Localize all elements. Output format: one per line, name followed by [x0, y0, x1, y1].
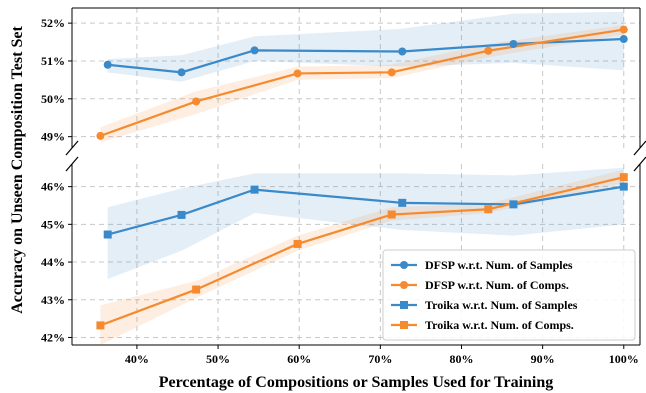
data-point — [387, 210, 396, 219]
x-tick-label: 60% — [287, 352, 311, 366]
y-tick-label: 45% — [41, 217, 65, 231]
confidence-band — [107, 11, 624, 82]
legend-marker — [400, 281, 408, 289]
tick-labels: 49% 50% 51% 52% 42% 43% 44% 45% 46% 40% 50% 60% 70% 8… — [41, 16, 639, 366]
axis-break-marker — [633, 156, 646, 172]
data-point — [484, 205, 493, 214]
data-point — [509, 39, 518, 48]
data-point — [177, 210, 186, 219]
grid — [72, 8, 640, 345]
y-tick-label: 50% — [41, 92, 65, 106]
series-line — [100, 28, 624, 137]
x-tick-label: 70% — [368, 352, 392, 366]
data-point — [484, 46, 493, 55]
data-point — [177, 68, 186, 77]
x-tick-label: 40% — [125, 352, 149, 366]
data-point — [192, 285, 201, 294]
legend-box — [382, 249, 636, 341]
data-point — [103, 60, 112, 69]
data-point — [398, 47, 407, 56]
y-tick-label: 42% — [41, 330, 65, 344]
data-point — [387, 68, 396, 77]
data-point — [103, 230, 112, 239]
data-point — [250, 185, 259, 194]
legend-label: DFSP w.r.t. Num. of Samples — [425, 258, 573, 272]
legend-marker — [400, 301, 408, 309]
data-point — [398, 198, 407, 207]
data-point — [619, 182, 628, 191]
data-point — [96, 131, 105, 140]
data-point — [250, 46, 259, 55]
y-tick-label: 52% — [41, 16, 65, 30]
data-point — [509, 200, 518, 209]
data-point — [293, 69, 302, 78]
data-point — [96, 321, 105, 330]
data-point — [192, 97, 201, 106]
legend-label: DFSP w.r.t. Num. of Comps. — [425, 278, 569, 292]
legend-marker — [400, 261, 408, 269]
x-tick-label: 90% — [531, 352, 555, 366]
axes-frame — [65, 7, 646, 349]
data-point — [619, 35, 628, 44]
legend-label: Troika w.r.t. Num. of Samples — [425, 298, 578, 312]
axis-break-marker — [65, 140, 79, 156]
x-tick-label: 100% — [609, 352, 639, 366]
data-point — [293, 239, 302, 248]
series-lines — [100, 28, 625, 327]
data-point — [619, 25, 628, 34]
y-axis-label: Accuracy on Unseen Composition Test Set — [9, 26, 26, 314]
legend-label: Troika w.r.t. Num. of Comps. — [425, 318, 574, 332]
legend-marker — [400, 321, 408, 329]
x-axis-label: Percentage of Compositions or Samples Us… — [159, 374, 554, 391]
series-line — [107, 185, 624, 236]
axis-break-marker — [65, 156, 79, 172]
y-tick-label: 49% — [41, 130, 65, 144]
confidence-band — [100, 25, 624, 143]
data-point — [619, 173, 628, 182]
confidence-band — [100, 169, 624, 345]
y-tick-label: 46% — [41, 180, 65, 194]
y-tick-label: 51% — [41, 54, 65, 68]
series-markers — [96, 25, 628, 330]
y-tick-label: 43% — [41, 293, 65, 307]
y-tick-label: 44% — [41, 255, 65, 269]
x-tick-label: 50% — [206, 352, 230, 366]
x-tick-label: 80% — [449, 352, 473, 366]
axis-break-marker — [633, 140, 646, 156]
legend: DFSP w.r.t. Num. of Samples DFSP w.r.t. N… — [382, 249, 636, 341]
